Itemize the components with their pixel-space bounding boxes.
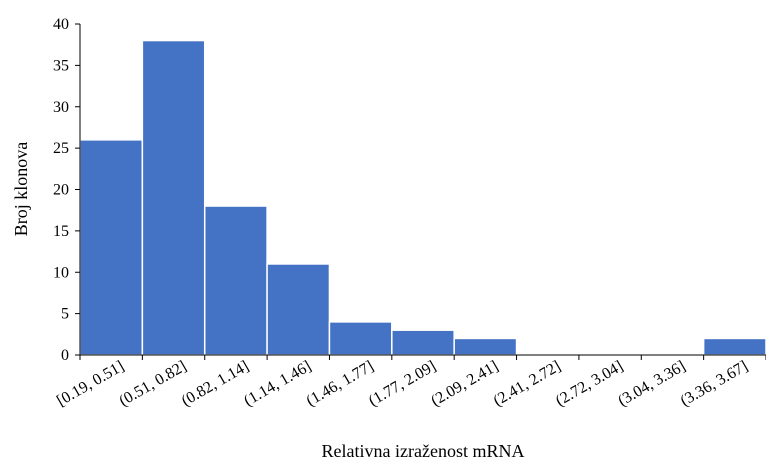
bar-6 bbox=[453, 337, 518, 356]
bar-2 bbox=[203, 205, 268, 356]
bar-10 bbox=[702, 337, 766, 356]
x-tick-label: (3.36, 3.67] bbox=[678, 358, 751, 410]
x-tick-label: (2.09, 2.41] bbox=[428, 358, 501, 410]
x-tick-label: (1.14, 1.46] bbox=[241, 358, 314, 410]
y-ticks-group: 0 5 10 15 20 25 30 35 40 bbox=[53, 16, 80, 364]
y-tick-label: 35 bbox=[53, 57, 69, 74]
y-tick-label: 30 bbox=[53, 99, 69, 116]
x-tick-label: (3.04, 3.36] bbox=[615, 358, 688, 410]
x-ticks-group: [0.19, 0.51](0.51, 0.82](0.82, 1.14](1.1… bbox=[54, 355, 766, 410]
bar-0 bbox=[79, 139, 144, 356]
y-tick-label: 20 bbox=[53, 182, 69, 199]
x-tick-label: (2.41, 2.72] bbox=[491, 358, 564, 410]
x-tick-label: (0.51, 0.82] bbox=[116, 358, 189, 410]
x-tick-label: (1.46, 1.77] bbox=[303, 358, 376, 410]
x-tick-label: (1.77, 2.09] bbox=[366, 358, 439, 410]
y-tick-label: 40 bbox=[53, 16, 69, 33]
x-axis-title: Relativna izraženost mRNA bbox=[322, 441, 525, 461]
bar-1 bbox=[141, 39, 206, 356]
x-tick-label: (2.72, 3.04] bbox=[553, 358, 626, 410]
y-axis-title: Broj klonova bbox=[11, 142, 31, 237]
x-tick-label: (0.82, 1.14] bbox=[179, 358, 252, 410]
bar-5 bbox=[391, 329, 455, 356]
x-tick-label: [0.19, 0.51] bbox=[54, 358, 127, 410]
y-tick-label: 0 bbox=[61, 347, 69, 364]
bar-3 bbox=[266, 263, 331, 356]
bar-4 bbox=[328, 321, 393, 356]
y-tick-label: 15 bbox=[53, 223, 69, 240]
y-tick-label: 25 bbox=[53, 140, 69, 157]
bars-group bbox=[79, 39, 766, 356]
y-tick-label: 10 bbox=[53, 264, 69, 281]
y-tick-label: 5 bbox=[61, 306, 69, 323]
